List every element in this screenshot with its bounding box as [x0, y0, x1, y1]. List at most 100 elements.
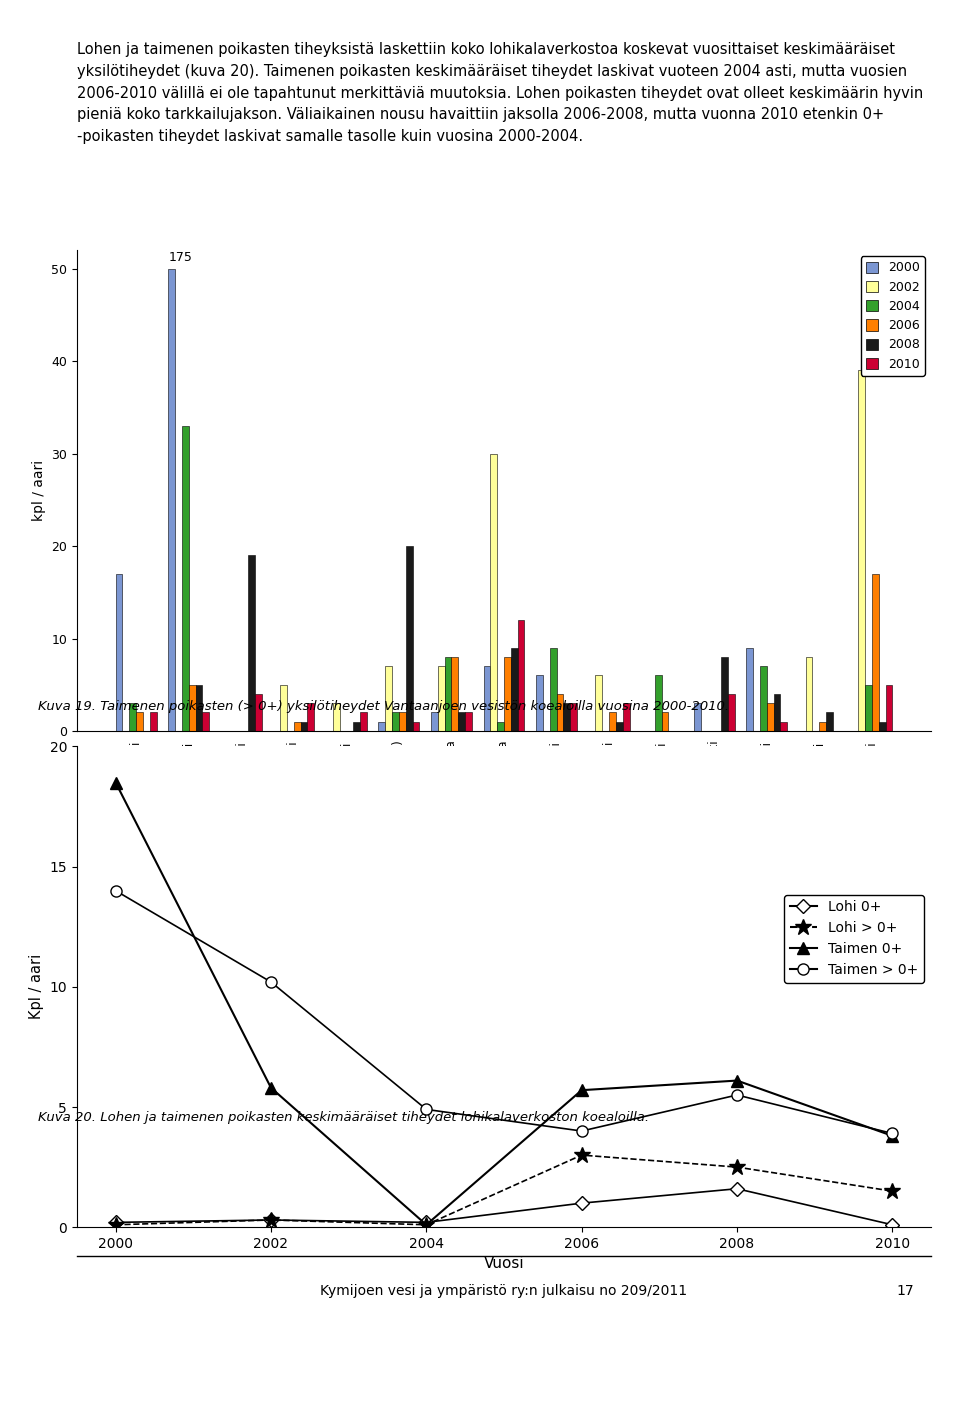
Bar	[333, 703, 340, 732]
Taimen > 0+	[887, 1125, 899, 1142]
Lohi 0+	[109, 1214, 121, 1231]
Bar	[280, 685, 287, 732]
Y-axis label: Kpl / aari: Kpl / aari	[29, 954, 44, 1019]
Bar	[661, 713, 668, 732]
Taimen > 0+	[732, 1087, 743, 1104]
Lohi 0+	[576, 1194, 588, 1211]
Bar	[780, 722, 787, 732]
Lohi 0+	[887, 1217, 899, 1234]
Bar	[885, 685, 893, 732]
Bar	[595, 675, 602, 732]
Text: Kuva 19. Taimenen poikasten (> 0+) yksilötiheydet Vantaanjoen vesistön koealoill: Kuva 19. Taimenen poikasten (> 0+) yksil…	[38, 700, 730, 713]
Y-axis label: kpl / aari: kpl / aari	[32, 460, 45, 521]
Bar	[767, 703, 774, 732]
Bar	[300, 722, 307, 732]
Bar	[609, 713, 616, 732]
Bar	[136, 713, 143, 732]
Bar	[168, 269, 175, 732]
Bar	[536, 675, 543, 732]
Bar	[694, 703, 701, 732]
Bar	[294, 722, 300, 732]
Bar	[746, 648, 753, 732]
Bar	[360, 713, 367, 732]
Bar	[878, 722, 885, 732]
Bar	[150, 713, 156, 732]
Taimen > 0+	[109, 882, 121, 899]
Lohi > 0+	[265, 1211, 276, 1228]
Line: Taimen > 0+: Taimen > 0+	[110, 886, 898, 1139]
Bar	[458, 713, 465, 732]
Bar	[444, 657, 451, 732]
Text: Lohen ja taimenen poikasten tiheyksistä laskettiin koko lohikalaverkostoa koskev: Lohen ja taimenen poikasten tiheyksistä …	[77, 42, 924, 144]
Bar	[557, 693, 564, 732]
Bar	[307, 703, 314, 732]
Bar	[255, 693, 262, 732]
Bar	[504, 657, 511, 732]
Bar	[564, 703, 570, 732]
Bar	[872, 574, 878, 732]
Bar	[721, 657, 728, 732]
Bar	[728, 693, 734, 732]
Bar	[189, 685, 196, 732]
Lohi > 0+	[420, 1217, 432, 1234]
Bar	[774, 693, 780, 732]
Bar	[465, 713, 472, 732]
Bar	[511, 648, 517, 732]
Legend: Lohi 0+, Lohi > 0+, Taimen 0+, Taimen > 0+: Lohi 0+, Lohi > 0+, Taimen 0+, Taimen > …	[784, 894, 924, 983]
Lohi > 0+	[732, 1159, 743, 1176]
Bar	[115, 574, 123, 732]
Line: Lohi > 0+: Lohi > 0+	[108, 1146, 900, 1232]
Text: Kymijoen vesi ja ympäristö ry:n julkaisu no 209/2011: Kymijoen vesi ja ympäristö ry:n julkaisu…	[321, 1283, 687, 1298]
Bar	[392, 713, 399, 732]
Line: Taimen 0+: Taimen 0+	[109, 777, 899, 1231]
Bar	[517, 620, 524, 732]
Lohi 0+	[732, 1180, 743, 1197]
Bar	[438, 666, 444, 732]
Line: Lohi 0+: Lohi 0+	[110, 1184, 898, 1230]
Taimen > 0+	[265, 974, 276, 990]
Bar	[378, 722, 385, 732]
Text: 17: 17	[897, 1283, 914, 1298]
Bar	[181, 426, 189, 732]
Bar	[484, 666, 491, 732]
Bar	[413, 722, 420, 732]
Taimen 0+	[109, 774, 121, 791]
Bar	[550, 648, 557, 732]
Bar	[819, 722, 827, 732]
Bar	[385, 666, 392, 732]
Bar	[805, 657, 812, 732]
Lohi 0+	[420, 1214, 432, 1231]
Lohi > 0+	[109, 1217, 121, 1234]
Taimen > 0+	[420, 1101, 432, 1118]
Bar	[353, 722, 360, 732]
Text: Kuva 20. Lohen ja taimenen poikasten keskimääräiset tiheydet lohikalaverkoston k: Kuva 20. Lohen ja taimenen poikasten kes…	[38, 1111, 650, 1124]
Legend: 2000, 2002, 2004, 2006, 2008, 2010: 2000, 2002, 2004, 2006, 2008, 2010	[860, 256, 924, 376]
Bar	[491, 454, 497, 732]
Bar	[616, 722, 623, 732]
Bar	[130, 703, 136, 732]
Text: 175: 175	[169, 250, 193, 265]
X-axis label: Vuosi: Vuosi	[484, 1257, 524, 1272]
Taimen 0+	[265, 1080, 276, 1097]
Bar	[203, 713, 209, 732]
Taimen > 0+	[576, 1122, 588, 1139]
Bar	[623, 703, 630, 732]
Bar	[497, 722, 504, 732]
Taimen 0+	[420, 1217, 432, 1234]
Lohi > 0+	[887, 1183, 899, 1200]
Bar	[570, 703, 577, 732]
Bar	[827, 713, 833, 732]
Bar	[760, 666, 767, 732]
Bar	[248, 555, 255, 732]
Bar	[655, 675, 661, 732]
Bar	[865, 685, 872, 732]
Bar	[858, 371, 865, 732]
Lohi > 0+	[576, 1146, 588, 1163]
Bar	[431, 713, 438, 732]
Taimen 0+	[576, 1081, 588, 1098]
Taimen 0+	[732, 1073, 743, 1090]
Taimen 0+	[887, 1128, 899, 1145]
Lohi 0+	[265, 1211, 276, 1228]
Bar	[399, 713, 406, 732]
Bar	[451, 657, 458, 732]
